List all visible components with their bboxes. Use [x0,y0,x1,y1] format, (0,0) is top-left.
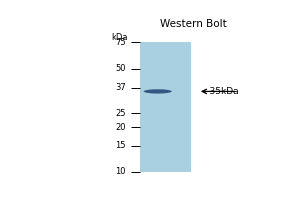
Text: 50: 50 [115,64,126,73]
Text: ←35kDa: ←35kDa [202,87,239,96]
Text: 15: 15 [115,141,126,150]
Ellipse shape [144,89,172,94]
Text: kDa: kDa [112,33,128,42]
Text: 37: 37 [115,83,126,92]
Text: 20: 20 [115,123,126,132]
Text: 75: 75 [115,38,126,47]
Text: 10: 10 [115,167,126,176]
Text: Western Bolt: Western Bolt [160,19,227,29]
Text: 25: 25 [115,109,126,118]
